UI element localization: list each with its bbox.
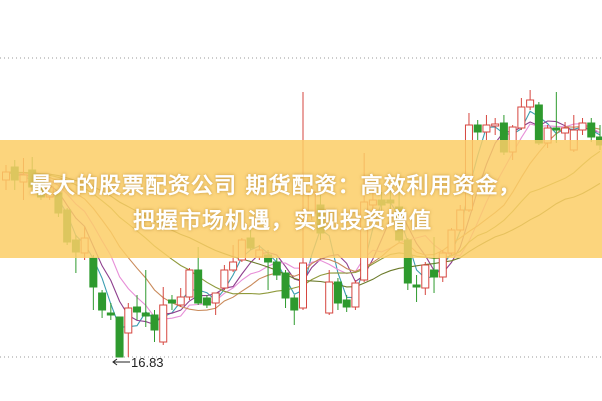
candle-down — [89, 255, 98, 310]
candle-body — [421, 264, 430, 289]
candle-body — [473, 124, 482, 133]
candle-up — [482, 115, 491, 140]
candle-up — [517, 98, 526, 130]
candle-body — [89, 257, 98, 288]
candle-body — [211, 292, 220, 304]
candle-body — [482, 124, 491, 133]
candle-body — [578, 122, 587, 131]
arrow-head — [112, 358, 118, 366]
candle-up — [211, 292, 220, 315]
candle-body — [229, 261, 238, 271]
candle-body — [159, 304, 168, 343]
candle-down — [333, 278, 342, 310]
candle-body — [430, 269, 439, 278]
candle-up — [159, 287, 168, 345]
candle-up — [124, 303, 133, 357]
candle-body — [194, 269, 203, 304]
candle-down — [167, 295, 176, 310]
candle-down — [534, 102, 543, 145]
candle-down — [133, 295, 142, 320]
candle-down — [202, 295, 211, 308]
candle-body — [517, 106, 526, 129]
candle-up — [561, 122, 570, 140]
candle-body — [124, 307, 133, 334]
candle-down — [106, 303, 115, 320]
candle-up — [526, 90, 535, 110]
candle-down — [587, 118, 596, 142]
candle-body — [220, 269, 229, 289]
candle-body — [526, 99, 535, 108]
candle-down — [342, 295, 351, 312]
candle-body — [342, 299, 351, 308]
candle-up — [176, 288, 185, 307]
candle-down — [272, 258, 281, 280]
candle-body — [351, 282, 360, 308]
candle-body — [552, 127, 561, 131]
candle-body — [115, 316, 124, 358]
title-banner — [0, 140, 602, 258]
grid-lines — [0, 57, 602, 358]
low-price-label: 16.83 — [131, 355, 164, 370]
candle-body — [176, 296, 185, 306]
candle-up — [491, 118, 500, 135]
candle-body — [587, 122, 596, 138]
candle-up — [351, 280, 360, 310]
candle-body — [98, 292, 107, 311]
candle-down — [98, 290, 107, 318]
candle-body — [534, 104, 543, 144]
candle-body — [133, 306, 142, 313]
candle-body — [412, 284, 421, 288]
candle-down — [412, 275, 421, 302]
candle-body — [299, 262, 307, 309]
candle-body — [281, 272, 290, 299]
candle-body — [106, 312, 115, 316]
candle-body — [561, 127, 570, 134]
candle-body — [185, 269, 194, 298]
candle-down — [150, 310, 159, 342]
candle-up — [325, 270, 334, 315]
banner-title-line2: 把握市场机遇，实现投资增值 — [133, 209, 433, 234]
low-annotation: 16.83 — [112, 355, 164, 370]
candle-body — [290, 297, 299, 311]
candle-down — [141, 270, 150, 327]
candle-up — [185, 268, 194, 300]
candle-body — [150, 314, 159, 331]
candle-up — [220, 265, 229, 290]
candle-body — [333, 281, 342, 304]
candle-down — [473, 120, 482, 140]
candle-down — [281, 270, 290, 308]
candle-body — [167, 299, 176, 304]
candle-down — [115, 316, 124, 358]
candle-body — [202, 297, 211, 306]
candle-up — [578, 118, 587, 135]
candle-body — [325, 281, 334, 314]
candle-body — [272, 261, 281, 276]
candle-up — [421, 262, 430, 295]
candle-down — [290, 295, 299, 325]
candle-body — [141, 312, 150, 317]
candle-body — [491, 123, 500, 127]
banner-title-line1: 最大的股票配资公司 期货配资：高效利用资金， — [30, 174, 522, 199]
